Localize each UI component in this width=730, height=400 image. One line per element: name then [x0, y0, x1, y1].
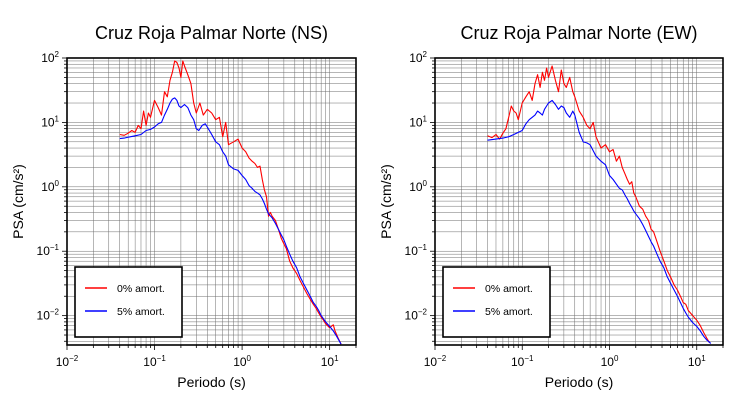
- legend-label: 5% amort.: [117, 306, 165, 318]
- y-tick-label: 101: [409, 114, 427, 129]
- legend-box: [74, 266, 183, 338]
- legend-label: 0% amort.: [117, 283, 165, 295]
- x-tick-label: 10−2: [424, 354, 447, 369]
- y-tick-label: 102: [409, 50, 427, 65]
- legend-box: [442, 266, 551, 338]
- legend-label: 5% amort.: [485, 306, 533, 318]
- y-tick-label: 100: [409, 179, 427, 194]
- series-line-damped: [487, 99, 712, 344]
- y-tick-label: 101: [41, 114, 59, 129]
- series-line-undamped: [487, 65, 710, 343]
- x-tick-label: 10−1: [511, 354, 534, 369]
- chart-title: Cruz Roja Palmar Norte (EW): [460, 23, 697, 43]
- chart-panel-ns: 10−2 10−1 100 101 10−2 10−1 100 101 102 Cruz Roja…: [10, 23, 357, 390]
- plot-frame: [66, 57, 357, 346]
- legend: 0% amort. 5% amort.: [442, 266, 551, 338]
- series-line-damped: [119, 97, 342, 345]
- x-tick-label: 101: [688, 354, 706, 369]
- legend: 0% amort. 5% amort.: [74, 266, 183, 338]
- y-tick-label: 10−1: [37, 243, 60, 258]
- y-tick-label: 10−2: [405, 308, 428, 323]
- x-tick-label: 10−2: [56, 354, 79, 369]
- x-tick-label: 10−1: [143, 354, 166, 369]
- x-axis-label: Periodo (s): [177, 374, 245, 390]
- chart-panel-ew: 10−2 10−1 100 101 10−2 10−1 100 101 102 Cruz Roja…: [378, 23, 724, 390]
- plot-frame: [434, 57, 724, 346]
- chart-title: Cruz Roja Palmar Norte (NS): [95, 23, 328, 43]
- x-tick-label: 100: [233, 354, 251, 369]
- x-tick-label: 100: [601, 354, 619, 369]
- y-tick-label: 10−1: [405, 243, 428, 258]
- y-tick-label: 10−2: [37, 308, 60, 323]
- legend-label: 0% amort.: [485, 283, 533, 295]
- x-tick-label: 101: [321, 354, 339, 369]
- series-line-undamped: [119, 60, 342, 345]
- y-tick-label: 102: [41, 50, 59, 65]
- y-axis-label: PSA (cm/s²): [10, 164, 26, 239]
- x-axis-label: Periodo (s): [545, 374, 613, 390]
- y-axis-label: PSA (cm/s²): [378, 164, 394, 239]
- y-tick-label: 100: [41, 179, 59, 194]
